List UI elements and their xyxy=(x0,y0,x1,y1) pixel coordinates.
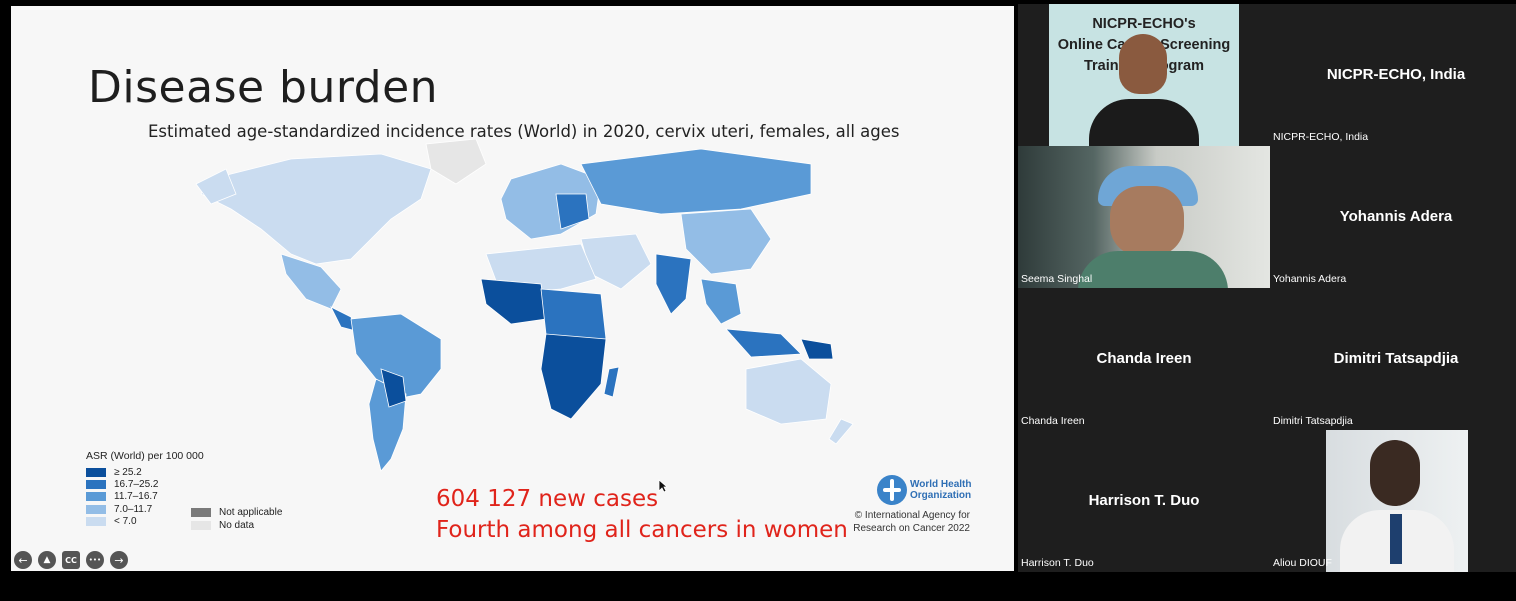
banner-line-1: NICPR-ECHO's xyxy=(1092,16,1196,32)
legend-swatch xyxy=(86,504,106,514)
map-region-west-africa xyxy=(480,278,547,325)
participant-display-name: Yohannis Adera xyxy=(1339,208,1453,225)
legend-item: No data xyxy=(191,519,282,532)
legend-swatch xyxy=(191,521,211,530)
participant-video: NICPR-ECHO's Online Cancer Screening Tra… xyxy=(1049,4,1239,146)
map-legend: ASR (World) per 100 000 ≥ 25.2 16.7–25.2… xyxy=(86,450,204,527)
map-region-australia xyxy=(745,358,832,425)
map-region-greenland xyxy=(425,139,487,185)
next-slide-button[interactable]: → xyxy=(110,551,128,569)
laser-pointer-button[interactable]: ▲ xyxy=(38,551,56,569)
map-region-india xyxy=(655,253,692,315)
participant-name-label: NICPR-ECHO, India xyxy=(1273,131,1369,143)
participant-name-label: Aliou DIOUF xyxy=(1273,557,1332,569)
participant-name-label: Yohannis Adera xyxy=(1273,273,1347,285)
participant-tile[interactable]: Yohannis Adera Yohannis Adera xyxy=(1270,146,1516,288)
participant-tile[interactable]: NICPR-ECHO, India NICPR-ECHO, India xyxy=(1270,4,1516,146)
person-body xyxy=(1089,99,1199,146)
map-region-alaska xyxy=(195,168,237,205)
map-region-southern-africa xyxy=(540,333,607,420)
who-emblem-icon xyxy=(877,475,907,505)
slide-title: Disease burden xyxy=(88,62,439,113)
participant-tile[interactable]: NICPR-ECHO's Online Cancer Screening Tra… xyxy=(1018,4,1465,146)
legend-item: ≥ 25.2 xyxy=(86,466,204,478)
copyright-line-1: © International Agency for xyxy=(854,510,970,521)
map-title: Estimated age-standardized incidence rat… xyxy=(148,122,900,141)
map-region-papua xyxy=(800,338,834,360)
participant-tile[interactable]: Seema Singhal xyxy=(1018,146,1270,288)
legend-label: 7.0–11.7 xyxy=(114,503,153,515)
who-line-2: Organization xyxy=(910,490,972,501)
person-body xyxy=(1078,251,1228,288)
who-line-1: World Health xyxy=(910,479,972,490)
legend-item: 7.0–11.7 xyxy=(86,503,204,515)
participant-name-label: Chanda Ireen xyxy=(1021,415,1085,427)
legend-swatch xyxy=(86,467,106,477)
participant-name-label: Dimitri Tatsapdjia xyxy=(1273,415,1353,427)
participant-display-name: Chanda Ireen xyxy=(1096,350,1192,367)
map-region-north-america xyxy=(200,153,432,265)
legend-swatch xyxy=(86,479,106,489)
person-head xyxy=(1370,440,1420,506)
map-region-new-zealand xyxy=(828,418,854,445)
legend-label: 11.7–16.7 xyxy=(114,491,158,503)
map-region-madagascar xyxy=(603,366,620,398)
slide-controls: ← ▲ CC ••• → xyxy=(11,551,128,569)
highlight-line-1: 604 127 new cases xyxy=(436,486,659,512)
previous-slide-button[interactable]: ← xyxy=(14,551,32,569)
person-tie xyxy=(1390,514,1402,564)
map-region-south-america-north xyxy=(350,313,442,400)
legend-swatch xyxy=(86,492,106,502)
map-region-indonesia xyxy=(725,328,802,358)
copyright-line-2: Research on Cancer 2022 xyxy=(853,523,970,534)
shared-slide: Disease burden Estimated age-standardize… xyxy=(11,6,1014,571)
participant-tile[interactable]: Chanda Ireen Chanda Ireen xyxy=(1018,288,1270,430)
map-region-russia xyxy=(580,148,812,215)
legend-label: No data xyxy=(219,520,255,531)
participant-name-label: Harrison T. Duo xyxy=(1021,557,1094,569)
map-region-middle-east xyxy=(580,233,652,290)
legend-label: < 7.0 xyxy=(114,515,137,527)
more-options-button[interactable]: ••• xyxy=(86,551,104,569)
who-logo-text: World Health Organization xyxy=(910,479,971,501)
participant-name-label: Seema Singhal xyxy=(1021,273,1093,285)
map-region-southeast-asia xyxy=(700,278,742,325)
participant-tile[interactable]: Aliou DIOUF xyxy=(1270,430,1516,572)
legend-title: ASR (World) per 100 000 xyxy=(86,450,204,462)
map-legend-extra: Not applicable No data xyxy=(191,506,282,532)
legend-item: < 7.0 xyxy=(86,515,204,527)
person-head xyxy=(1110,186,1184,256)
legend-label: ≥ 25.2 xyxy=(114,466,142,478)
participant-tile[interactable]: Harrison T. Duo Harrison T. Duo xyxy=(1018,430,1270,572)
copyright: © International Agency for Research on C… xyxy=(847,509,970,535)
legend-label: 16.7–25.2 xyxy=(114,478,159,490)
legend-swatch xyxy=(86,516,106,526)
world-map xyxy=(195,139,854,472)
participant-tile[interactable]: Dimitri Tatsapdjia Dimitri Tatsapdjia xyxy=(1270,288,1516,430)
person-head xyxy=(1119,34,1167,94)
legend-label: Not applicable xyxy=(219,507,283,518)
participant-video xyxy=(1326,430,1468,572)
participant-display-name: NICPR-ECHO, India xyxy=(1326,66,1466,83)
map-region-bolivia-paraguay xyxy=(380,368,407,408)
map-region-china xyxy=(680,208,772,275)
legend-item: Not applicable xyxy=(191,506,282,519)
highlight-line-2: Fourth among all cancers in women xyxy=(436,517,848,543)
legend-swatch xyxy=(191,508,211,517)
captions-button[interactable]: CC xyxy=(62,551,80,569)
map-region-eastern-europe xyxy=(555,193,590,230)
mouse-cursor-icon xyxy=(658,479,668,493)
who-logo: World Health Organization xyxy=(877,475,971,505)
highlight-text: 604 127 new cases Fourth among all cance… xyxy=(436,484,848,546)
participant-display-name: Harrison T. Duo xyxy=(1088,492,1200,509)
map-region-mexico xyxy=(280,253,342,310)
legend-item: 16.7–25.2 xyxy=(86,478,204,490)
legend-item: 11.7–16.7 xyxy=(86,491,204,503)
participant-video xyxy=(1018,146,1270,288)
participant-display-name: Dimitri Tatsapdjia xyxy=(1333,350,1459,367)
